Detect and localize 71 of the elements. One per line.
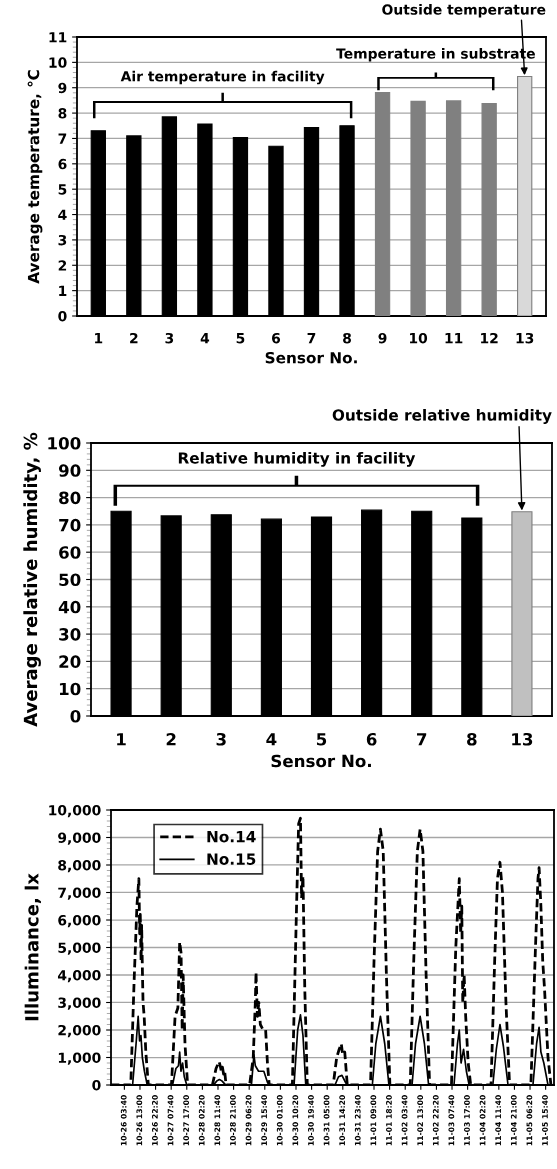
y-tick-label: 10 [49, 57, 67, 68]
x-axis-title: Sensor No. [265, 351, 357, 364]
y-tick-label: 8,000 [58, 859, 101, 873]
y-axis-title: Average temperature, ℃ [27, 70, 43, 284]
x-tick-label: 12 [481, 332, 498, 344]
bar [410, 100, 426, 316]
x-tick-label: 4 [200, 333, 210, 344]
x-tick-label: 7 [307, 333, 316, 344]
x-tick-label: 2 [130, 332, 138, 344]
y-tick-label: 9 [58, 82, 67, 94]
y-axis-title: Illuminance, lx [24, 873, 41, 1021]
x-tick-label: 13 [512, 732, 533, 746]
y-tick-label: 100 [48, 436, 81, 450]
y-tick-label: 3,000 [58, 997, 101, 1010]
y-tick-label: 4 [58, 209, 67, 220]
x-tick-label: 13 [516, 332, 534, 344]
annotation: Air temperature in facility [120, 70, 325, 85]
y-tick-label: 9,000 [58, 832, 101, 845]
bar [481, 102, 497, 316]
y-tick-label: 4,000 [57, 969, 101, 983]
legend-label: No.15 [207, 853, 256, 865]
x-tick-label: 10 [409, 332, 428, 344]
x-tick-label: 5 [316, 733, 327, 746]
bar [374, 91, 391, 316]
x-tick-label: 11 [445, 333, 463, 344]
bar [511, 511, 533, 716]
x-tick-label: 1 [117, 733, 126, 746]
y-tick-label: 11 [49, 32, 67, 43]
y-tick-label: 30 [59, 628, 81, 641]
y-tick-label: 7,000 [58, 887, 101, 900]
y-tick-label: 6,000 [58, 914, 101, 928]
x-tick-label: 4 [266, 733, 277, 746]
y-tick-label: 80 [59, 491, 81, 505]
y-tick-label: 1,000 [58, 1052, 101, 1065]
y-tick-label: 3 [58, 234, 67, 246]
x-tick-label: 3 [216, 732, 226, 746]
y-tick-label: 0 [70, 709, 81, 723]
x-tick-label: 6 [366, 732, 377, 746]
y-tick-label: 1 [59, 285, 67, 296]
y-tick-label: 10,000 [49, 804, 101, 818]
x-tick-label: 3 [165, 332, 174, 344]
y-tick-label: 0 [58, 310, 67, 322]
y-tick-label: 70 [59, 518, 81, 532]
y-tick-label: 6 [58, 158, 67, 170]
x-tick-label: 6 [272, 332, 281, 344]
x-tick-label: 7 [417, 733, 427, 746]
bar [445, 100, 462, 316]
annotation: Outside relative humidity [332, 408, 552, 424]
y-tick-label: 5,000 [58, 942, 101, 955]
x-tick-label: 2 [166, 732, 176, 746]
x-axis-title: Sensor No. [271, 754, 371, 768]
y-tick-label: 50 [59, 573, 81, 587]
y-tick-label: 8 [58, 108, 67, 119]
y-tick-label: 10 [59, 682, 81, 696]
x-tick-label: 5 [236, 333, 245, 344]
annotation: Outside temperature [382, 4, 546, 18]
y-axis-title: Average relative humidity, % [23, 432, 41, 727]
annotation: Relative humidity in facility [178, 451, 416, 467]
y-tick-label: 2 [58, 260, 67, 271]
y-tick-label: 60 [59, 546, 81, 559]
x-tick-label: 8 [343, 332, 351, 344]
y-tick-label: 0 [92, 1079, 101, 1091]
y-tick-label: 20 [59, 655, 81, 668]
legend-label: No.14 [207, 831, 256, 843]
x-tick-label: 9 [378, 332, 387, 344]
x-tick-label: 8 [467, 732, 477, 746]
y-tick-label: 5 [58, 184, 67, 195]
y-tick-label: 40 [58, 600, 81, 614]
y-tick-label: 90 [58, 464, 81, 477]
y-tick-label: 2,000 [58, 1024, 101, 1038]
y-tick-label: 7 [58, 133, 67, 144]
